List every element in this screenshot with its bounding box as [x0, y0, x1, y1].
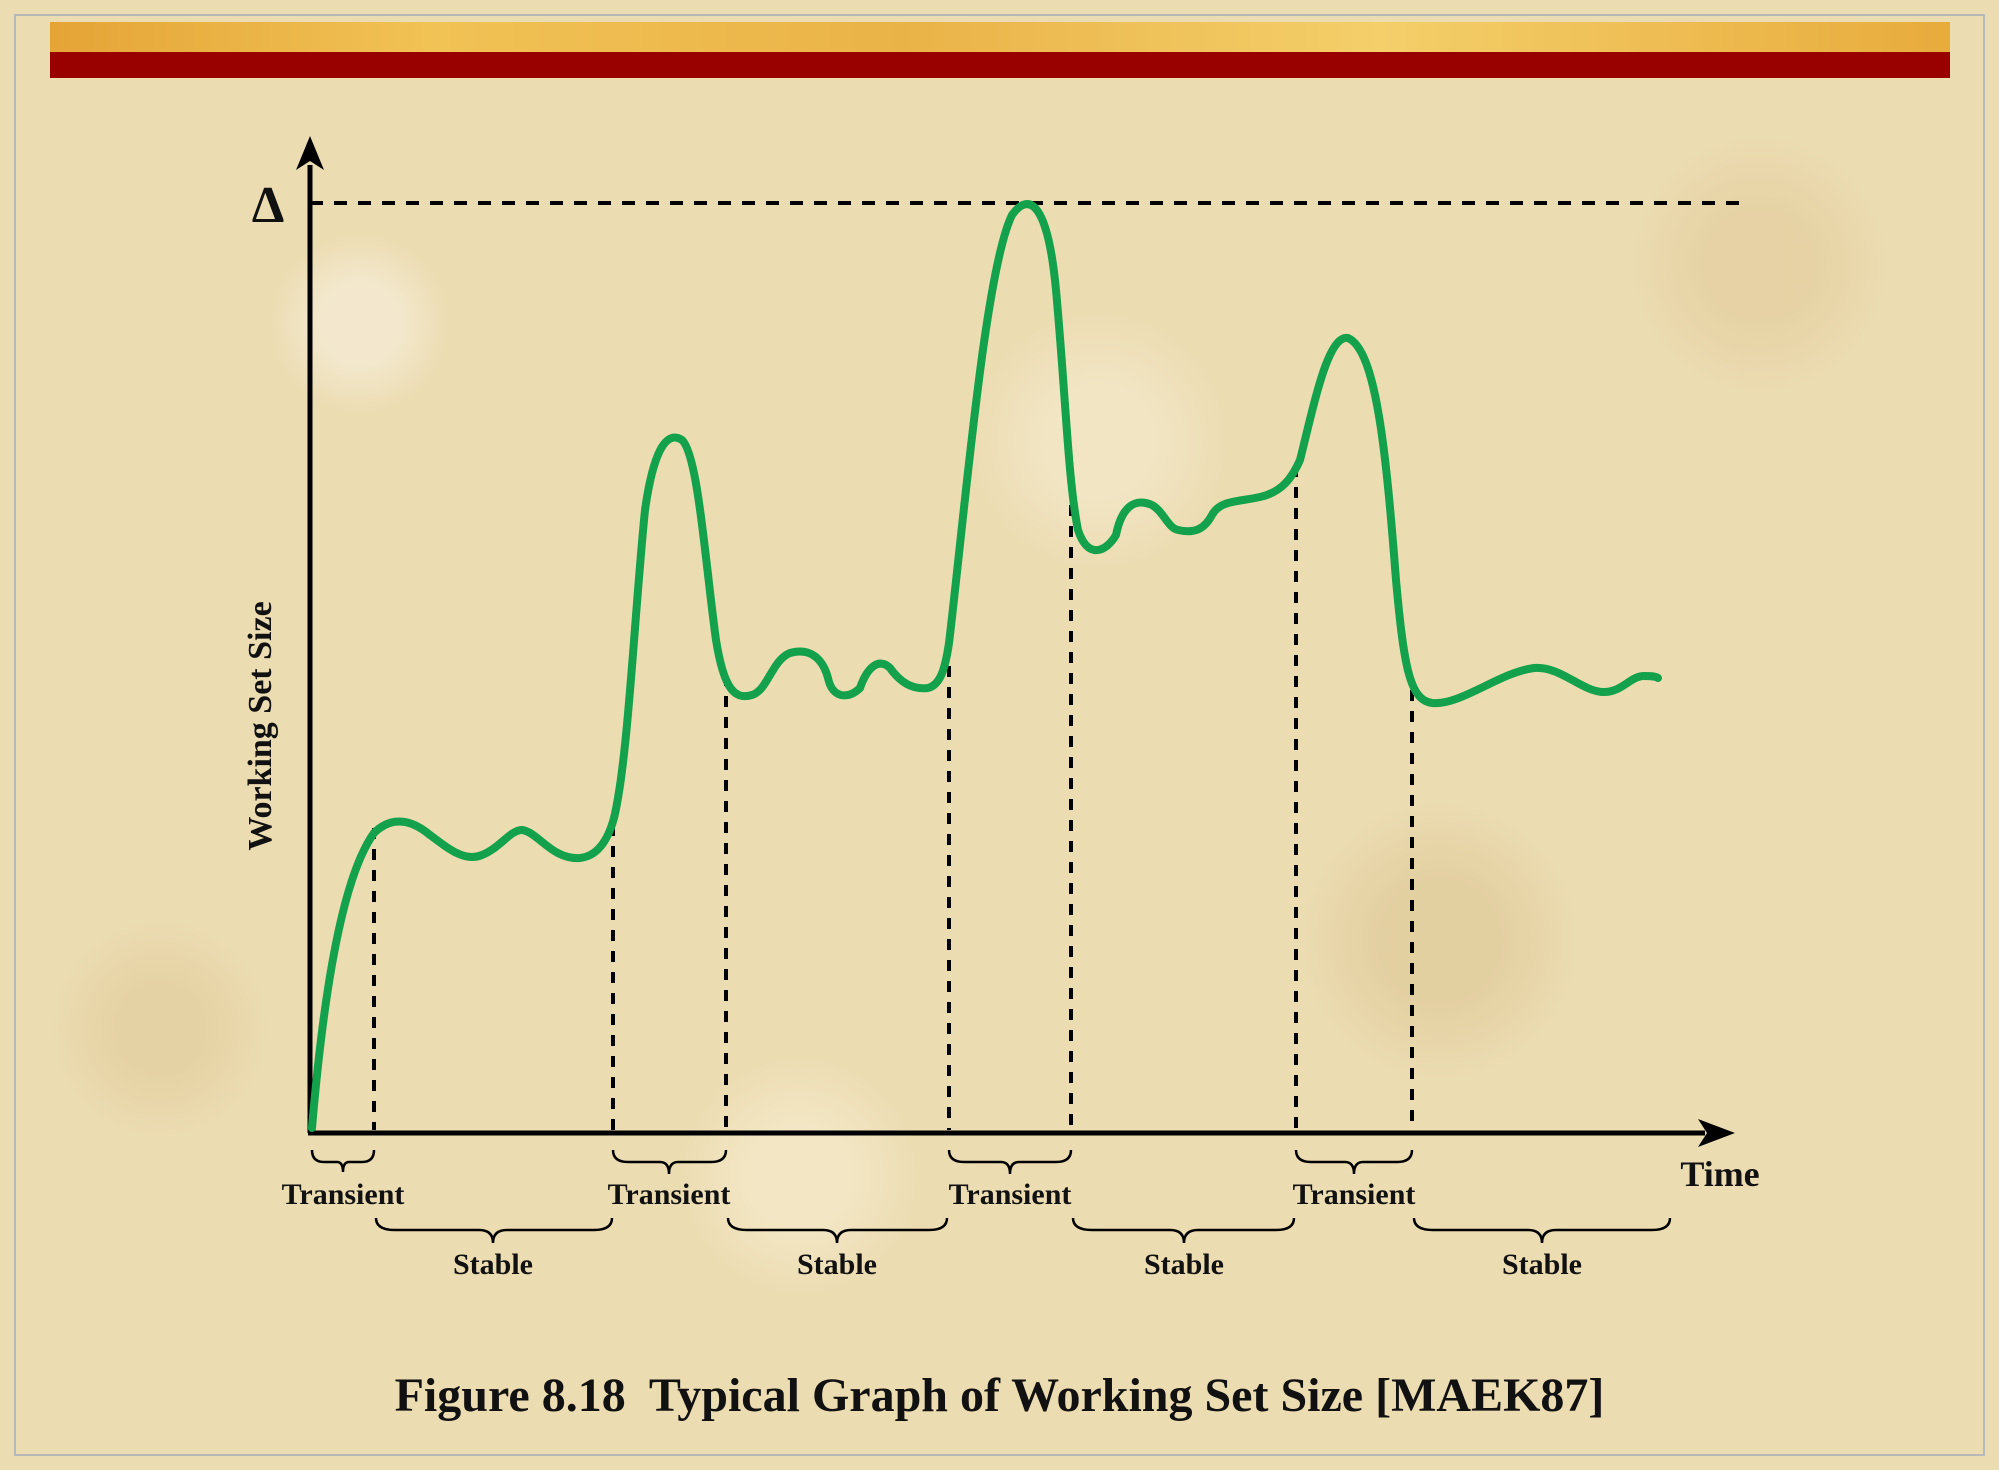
phase-label: Transient [949, 1178, 1072, 1211]
stable-brace [374, 1217, 614, 1244]
header-gold-band [50, 22, 1950, 52]
x-axis-label: Time [1680, 1154, 1759, 1194]
working-set-curve [308, 200, 1662, 1132]
stable-brace [1071, 1217, 1296, 1244]
y-axis-arrow-icon [296, 136, 324, 170]
stable-braces [374, 1217, 1672, 1244]
transient-braces [310, 1149, 1414, 1175]
transient-brace [947, 1149, 1073, 1175]
transient-brace [1294, 1149, 1414, 1175]
transient-brace [310, 1149, 376, 1173]
phase-label: Stable [1144, 1248, 1224, 1281]
figure-caption: Figure 8.18 Typical Graph of Working Set… [394, 1369, 1605, 1422]
stable-brace [1412, 1217, 1672, 1244]
phase-label: Stable [797, 1248, 877, 1281]
slide-frame [14, 14, 1985, 1456]
phase-label: Transient [282, 1178, 405, 1211]
phase-label: Transient [1293, 1178, 1416, 1211]
phase-label: Stable [1502, 1248, 1582, 1281]
stable-brace [726, 1217, 949, 1244]
y-axis-label: Working Set Size [242, 601, 279, 850]
phase-boundaries [372, 466, 1414, 1130]
x-axis-arrow-icon [1698, 1119, 1735, 1147]
header-red-band [50, 52, 1950, 78]
delta-symbol: Δ [252, 177, 285, 234]
phase-label: Stable [453, 1248, 533, 1281]
phase-label: Transient [608, 1178, 731, 1211]
transient-brace [611, 1149, 728, 1175]
